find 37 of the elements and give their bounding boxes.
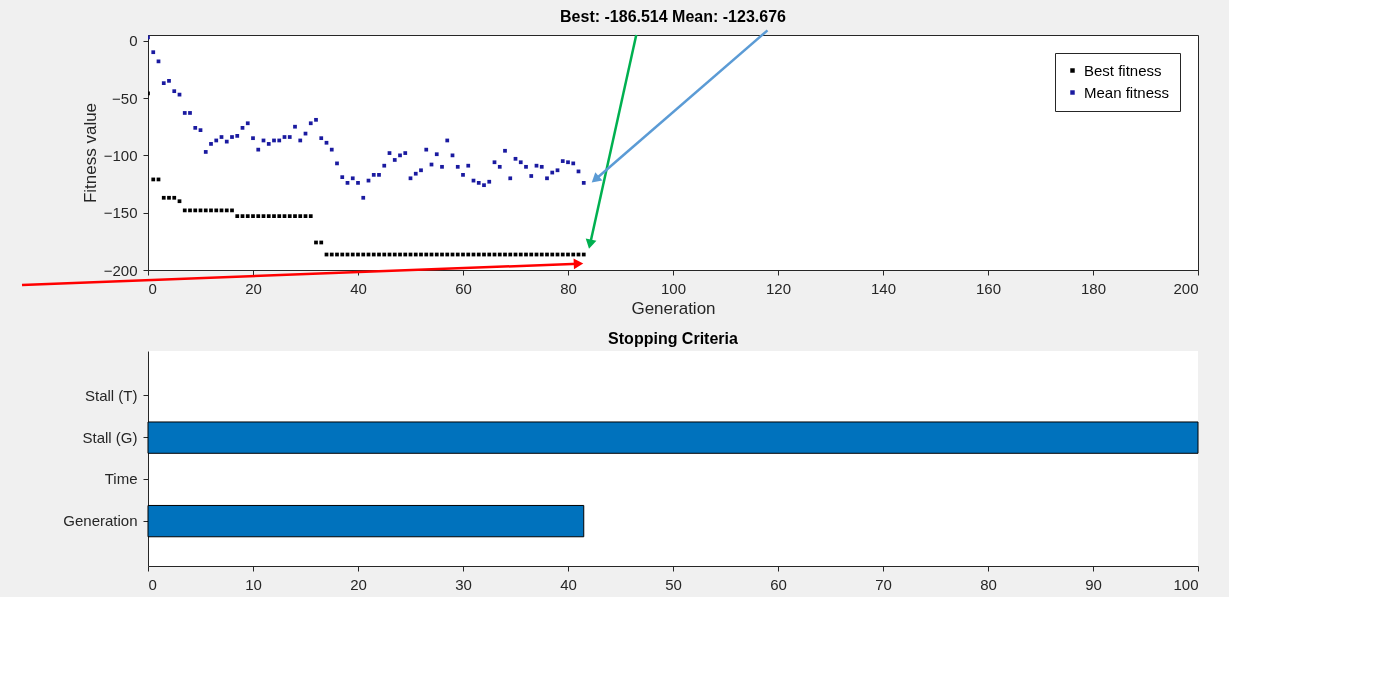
y-axis-title: Fitness value [80, 102, 100, 204]
legend-label: Best fitness [1084, 61, 1162, 79]
y-tick-label: Generation [63, 512, 138, 530]
x-tick-label: 0 [148, 279, 157, 297]
x-tick-label: 30 [455, 575, 472, 593]
x-tick-label: 100 [1173, 575, 1199, 593]
y-tick-label: −50 [112, 89, 138, 107]
x-tick-label: 140 [870, 279, 897, 297]
x-tick-label: 50 [665, 575, 682, 593]
y-tick-label: Time [104, 470, 138, 488]
chart-title: Best: -186.514 Mean: -123.676 [560, 8, 787, 26]
x-tick-label: 20 [245, 279, 262, 297]
x-tick-label: 180 [1080, 279, 1107, 297]
x-tick-label: 40 [560, 575, 577, 593]
x-tick-label: 90 [1085, 575, 1102, 593]
y-tick-label: −100 [103, 146, 138, 164]
y-tick-label: −150 [103, 204, 138, 222]
x-tick-label: 200 [1173, 279, 1199, 297]
y-tick-label: Stall (T) [85, 386, 138, 404]
x-tick-label: 60 [770, 575, 787, 593]
x-tick-label: 80 [560, 279, 577, 297]
y-tick-label: 0 [129, 32, 138, 50]
x-tick-label: 0 [148, 575, 157, 593]
x-tick-label: 70 [875, 575, 892, 593]
x-tick-label: 10 [245, 575, 262, 593]
y-tick-label: −200 [103, 261, 138, 279]
x-tick-label: 40 [350, 279, 367, 297]
x-tick-label: 160 [975, 279, 1002, 297]
x-tick-label: 20 [350, 575, 367, 593]
x-axis-title: Generation [631, 298, 716, 318]
x-tick-label: 100 [660, 279, 687, 297]
legend-label: Mean fitness [1084, 83, 1170, 101]
x-tick-label: 60 [455, 279, 472, 297]
y-tick-label: Stall (G) [82, 428, 138, 446]
x-tick-label: 80 [980, 575, 997, 593]
chart-title: Stopping Criteria [608, 330, 738, 347]
x-tick-label: 120 [765, 279, 792, 297]
